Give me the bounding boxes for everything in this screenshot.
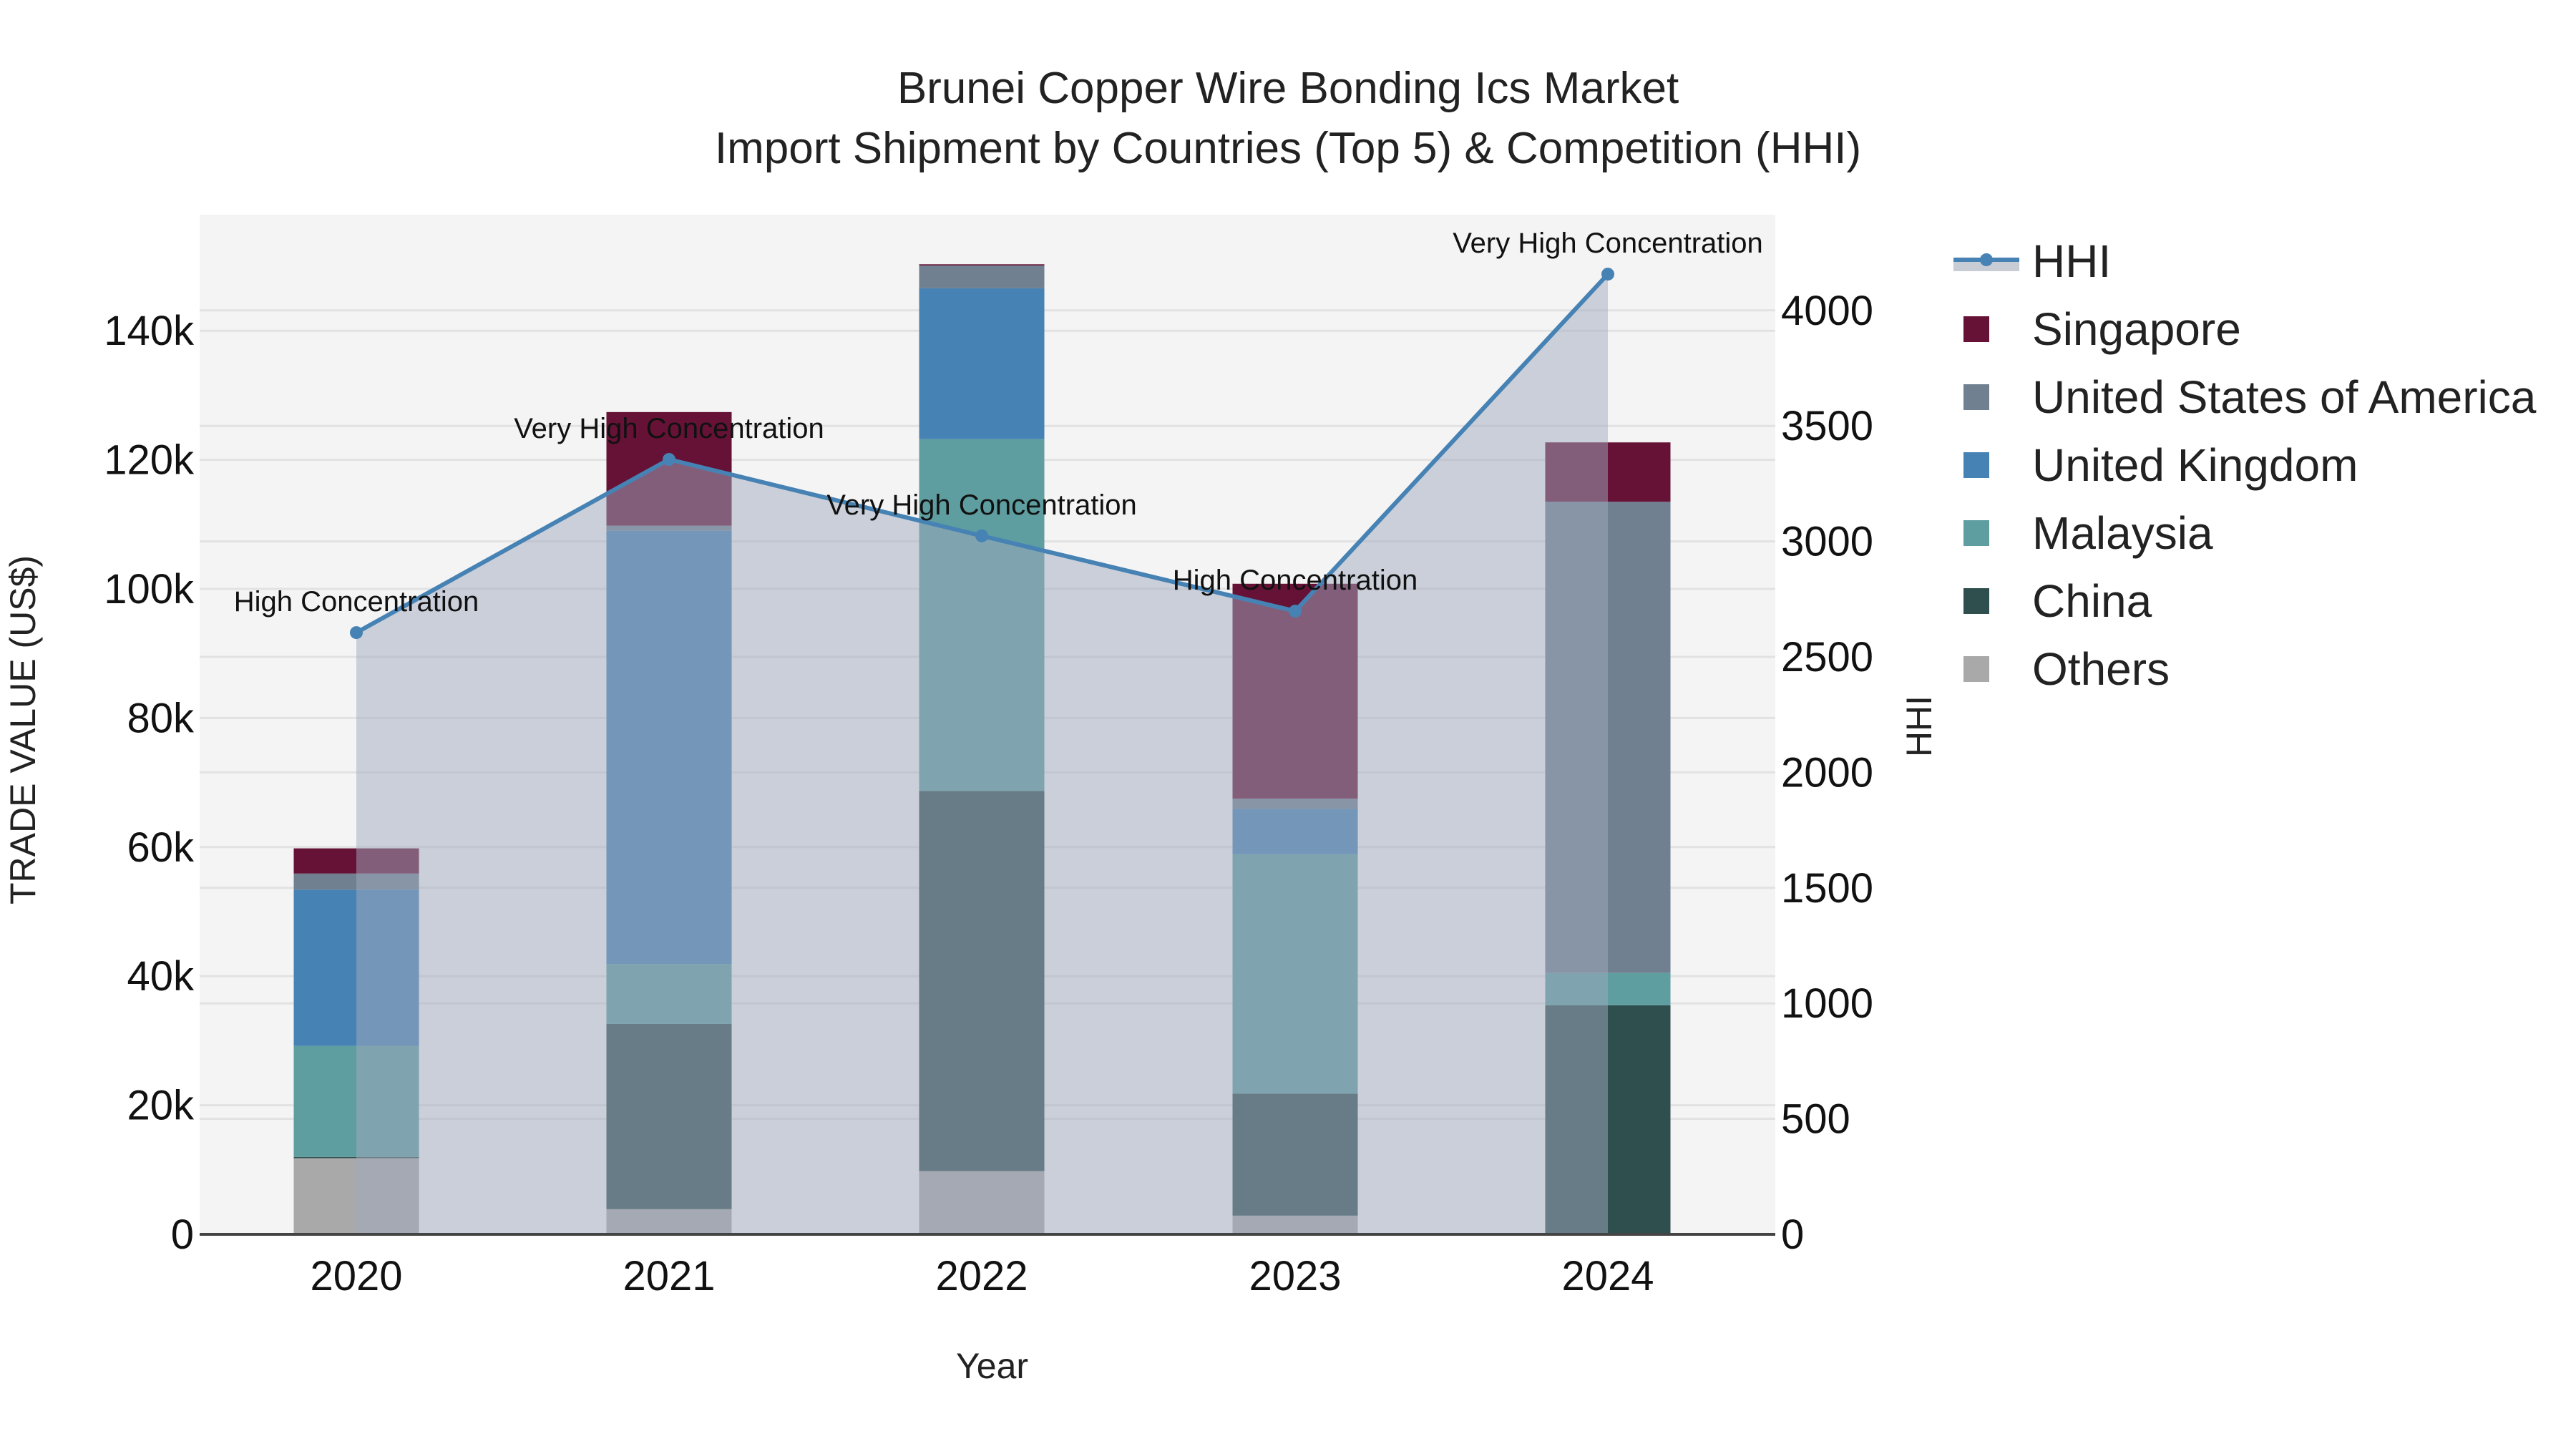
legend-label: Malaysia [2032,507,2213,559]
square-swatch-icon [1963,520,1989,546]
hhi-point[interactable] [663,453,675,467]
square-swatch-icon [1963,452,1989,478]
hhi-annotation: High Concentration [1173,565,1418,596]
y-right-tick-label: 500 [1781,1096,1850,1143]
hhi-annotation: Very High Concentration [1453,228,1763,259]
x-tick-label: 2021 [623,1253,715,1299]
square-swatch-icon [1963,588,1989,614]
square-swatch-icon [1963,316,1989,342]
y-left-tick-label: 100k [104,566,195,613]
legend-label: United Kingdom [2032,439,2358,491]
y-right-tick-label: 2500 [1781,634,1873,680]
y-left-tick-label: 60k [127,824,195,871]
hhi-annotation: High Concentration [234,586,479,618]
hhi-point[interactable] [1289,605,1302,618]
hhi-area [356,274,1608,1235]
legend-label: United States of America [2032,371,2537,423]
legend-label: Singapore [2032,303,2241,355]
y-left-tick-label: 40k [127,953,195,1000]
legend-label: China [2032,575,2152,627]
hhi-annotation: Very High Concentration [514,413,824,444]
y-right-tick-label: 3500 [1781,403,1873,449]
y-right-tick-label: 1000 [1781,980,1873,1027]
y-right-tick-label: 1500 [1781,865,1873,912]
y-left-tick-label: 0 [171,1211,194,1258]
legend-label: HHI [2032,235,2112,287]
hhi-annotation: Very High Concentration [826,489,1137,521]
x-tick-label: 2020 [310,1253,402,1299]
y-left-tick-label: 120k [104,437,195,484]
chart-title-line1: Brunei Copper Wire Bonding Ics Market [897,64,1679,113]
x-axis-title: Year [956,1346,1029,1386]
y-right-tick-label: 3000 [1781,519,1873,565]
x-tick-label: 2023 [1249,1253,1341,1299]
y-left-tick-label: 20k [127,1083,195,1129]
square-swatch-icon [1963,656,1989,682]
y-left-tick-label: 80k [127,695,195,741]
bar-segment[interactable] [919,288,1045,439]
hhi-point[interactable] [975,529,988,542]
legend-label: Others [2032,643,2170,695]
x-tick-label: 2022 [935,1253,1028,1299]
hhi-point[interactable] [1601,268,1614,281]
bar-segment[interactable] [919,265,1045,288]
square-swatch-icon [1963,384,1989,410]
y-right-tick-label: 4000 [1781,288,1873,334]
y-left-tick-label: 140k [104,308,195,354]
hhi-point[interactable] [350,626,363,640]
line-marker-icon [1953,253,2019,271]
x-tick-label: 2024 [1561,1253,1654,1299]
y-axis-right-title: HHI [1899,695,1939,758]
y-axis-left-title: TRADE VALUE (US$) [3,555,43,905]
y-right-tick-label: 2000 [1781,749,1873,796]
chart-title-line2: Import Shipment by Countries (Top 5) & C… [714,124,1862,173]
y-right-tick-label: 0 [1781,1211,1804,1258]
bar-segment[interactable] [919,264,1045,266]
